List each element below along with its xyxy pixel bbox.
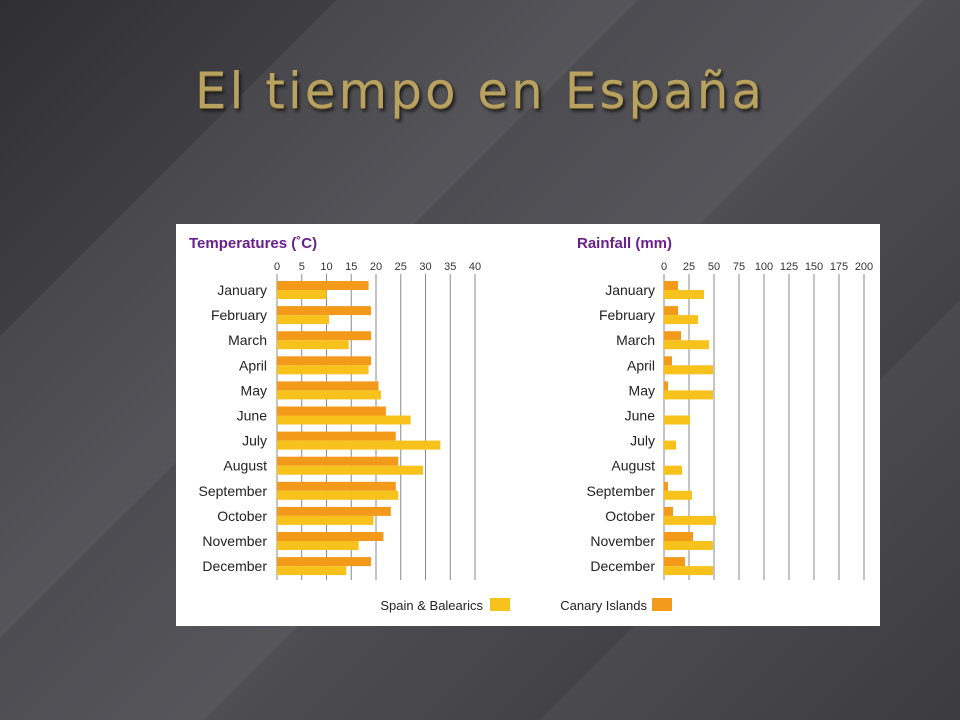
temperature-category-label: June (237, 408, 268, 424)
temperature-bar-spain (277, 440, 441, 450)
temperature-tick-label: 0 (274, 261, 280, 273)
temperature-tick-label: 20 (370, 261, 382, 273)
temperature-category-label: July (242, 433, 267, 449)
rainfall-tick-label: 175 (830, 261, 848, 273)
temperature-tick-label: 30 (419, 261, 431, 273)
temperature-category-label: December (202, 558, 267, 574)
rainfall-category-label: January (605, 282, 655, 298)
temperature-category-label: March (228, 332, 267, 348)
rainfall-bar-canary (664, 557, 685, 567)
rainfall-bar-spain (664, 440, 676, 450)
temperature-bar-canary (277, 557, 372, 567)
temperature-category-label: October (217, 508, 267, 524)
rainfall-category-label: March (616, 332, 655, 348)
rainfall-bar-canary (664, 306, 678, 316)
legend-canary-swatch (652, 598, 672, 611)
rainfall-bar-canary (664, 281, 678, 290)
temperature-chart-title: Temperatures (˚C) (189, 235, 317, 252)
temperature-bar-spain (277, 290, 327, 299)
temperature-tick-label: 10 (320, 261, 332, 273)
rainfall-tick-label: 100 (755, 261, 773, 273)
temperature-bar-canary (277, 356, 372, 366)
legend-spain-swatch (490, 598, 510, 611)
temperature-bar-canary (277, 381, 379, 391)
rainfall-category-label: February (599, 307, 655, 323)
legend-canary-label: Canary Islands (560, 598, 647, 613)
temperature-category-label: February (211, 307, 267, 323)
rainfall-category-label: June (625, 408, 656, 424)
temperature-category-label: August (223, 458, 267, 474)
temperature-bar-spain (277, 365, 369, 375)
rainfall-tick-label: 50 (708, 261, 720, 273)
temperature-category-label: September (199, 483, 268, 499)
temperature-bar-spain (277, 541, 359, 550)
temperature-bar-spain (277, 465, 424, 475)
rainfall-bar-spain (664, 490, 692, 500)
temperature-category-label: January (217, 282, 267, 298)
rainfall-bar-spain (664, 315, 698, 325)
temperature-tick-label: 25 (395, 261, 407, 273)
temperature-bar-spain (277, 490, 399, 500)
temperature-category-label: November (202, 533, 267, 549)
temperature-bar-spain (277, 415, 411, 425)
rainfall-category-label: May (629, 382, 655, 398)
temperature-bar-spain (277, 340, 349, 350)
rainfall-bar-spain (664, 365, 713, 375)
temperature-bar-spain (277, 315, 329, 325)
rainfall-bar-canary (664, 481, 668, 491)
rainfall-category-label: September (587, 483, 656, 499)
rainfall-tick-label: 125 (780, 261, 798, 273)
rainfall-category-label: December (590, 558, 655, 574)
temperature-bar-spain (277, 390, 381, 400)
rainfall-bar-spain (664, 415, 690, 425)
rainfall-tick-label: 0 (661, 261, 667, 273)
temperature-tick-label: 15 (345, 261, 357, 273)
rainfall-tick-label: 75 (733, 261, 745, 273)
rainfall-bar-canary (664, 331, 681, 341)
temperature-tick-label: 35 (444, 261, 456, 273)
rainfall-bar-spain (664, 290, 704, 299)
temperature-bar-canary (277, 456, 399, 466)
temperature-bar-canary (277, 281, 369, 290)
charts-figure: Temperatures (˚C) 0 5 10 15 20 25 30 35 40 January… (189, 235, 873, 613)
temperature-bar-spain (277, 566, 347, 576)
rainfall-bar-canary (664, 532, 693, 541)
legend-spain-label: Spain & Balearics (380, 598, 483, 613)
temperature-category-label: May (241, 382, 267, 398)
temperature-bar-spain (277, 515, 374, 525)
rainfall-bar-spain (664, 515, 716, 525)
rainfall-bar-canary (664, 506, 673, 516)
temperature-tick-label: 40 (469, 261, 481, 273)
temperature-bar-canary (277, 431, 396, 441)
rainfall-category-label: October (605, 508, 655, 524)
rainfall-bar-canary (664, 356, 672, 366)
temperature-bar-canary (277, 532, 384, 541)
rainfall-bar-spain (664, 541, 713, 550)
rainfall-bar-canary (664, 381, 668, 391)
temperature-category-label: April (239, 357, 267, 373)
rainfall-tick-label: 200 (855, 261, 873, 273)
rainfall-tick-label: 150 (805, 261, 823, 273)
rainfall-category-label: April (627, 357, 655, 373)
rainfall-category-label: August (611, 458, 655, 474)
rainfall-category-label: July (630, 433, 655, 449)
rainfall-tick-label: 25 (683, 261, 695, 273)
chart-panel: Temperatures (˚C) 0 5 10 15 20 25 30 35 40 January… (176, 224, 880, 626)
rainfall-bar-spain (664, 340, 709, 350)
temperature-bar-canary (277, 331, 372, 341)
rainfall-chart-title: Rainfall (mm) (577, 235, 672, 252)
temperature-tick-label: 5 (299, 261, 305, 273)
rainfall-bar-spain (664, 566, 713, 576)
temperature-bar-canary (277, 406, 386, 416)
temperature-bar-canary (277, 506, 391, 516)
temperature-bar-canary (277, 306, 372, 316)
temperature-bar-canary (277, 481, 396, 491)
rainfall-bar-spain (664, 465, 682, 475)
slide-title: El tiempo en España (194, 62, 766, 120)
rainfall-category-label: November (590, 533, 655, 549)
rainfall-bar-spain (664, 390, 713, 400)
